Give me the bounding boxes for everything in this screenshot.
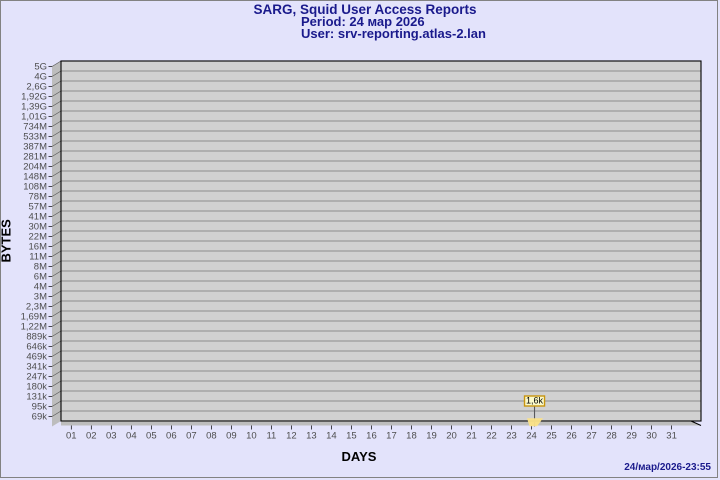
svg-text:14: 14	[326, 431, 337, 442]
svg-text:05: 05	[146, 431, 157, 442]
svg-text:03: 03	[106, 431, 117, 442]
svg-text:69k: 69k	[32, 412, 48, 423]
svg-text:18: 18	[406, 431, 417, 442]
svg-text:27: 27	[586, 431, 597, 442]
svg-text:11: 11	[266, 431, 276, 442]
svg-text:04: 04	[126, 431, 137, 442]
svg-text:24: 24	[526, 431, 537, 442]
svg-text:22: 22	[486, 431, 497, 442]
svg-text:10: 10	[246, 431, 257, 442]
svg-text:19: 19	[426, 431, 437, 442]
svg-text:1,6k: 1,6k	[526, 396, 544, 406]
svg-text:21: 21	[466, 431, 477, 442]
svg-text:20: 20	[446, 431, 457, 442]
svg-text:17: 17	[386, 431, 397, 442]
svg-text:31: 31	[666, 431, 677, 442]
svg-text:25: 25	[546, 431, 557, 442]
svg-text:08: 08	[206, 431, 217, 442]
svg-text:13: 13	[306, 431, 317, 442]
svg-text:07: 07	[186, 431, 197, 442]
svg-text:01: 01	[66, 431, 77, 442]
svg-text:06: 06	[166, 431, 177, 442]
svg-text:15: 15	[346, 431, 357, 442]
svg-text:23: 23	[506, 431, 517, 442]
svg-text:26: 26	[566, 431, 577, 442]
svg-text:29: 29	[626, 431, 637, 442]
svg-text:28: 28	[606, 431, 617, 442]
svg-text:16: 16	[366, 431, 377, 442]
svg-text:30: 30	[646, 431, 657, 442]
svg-text:12: 12	[286, 431, 297, 442]
svg-text:09: 09	[226, 431, 237, 442]
svg-text:02: 02	[86, 431, 97, 442]
